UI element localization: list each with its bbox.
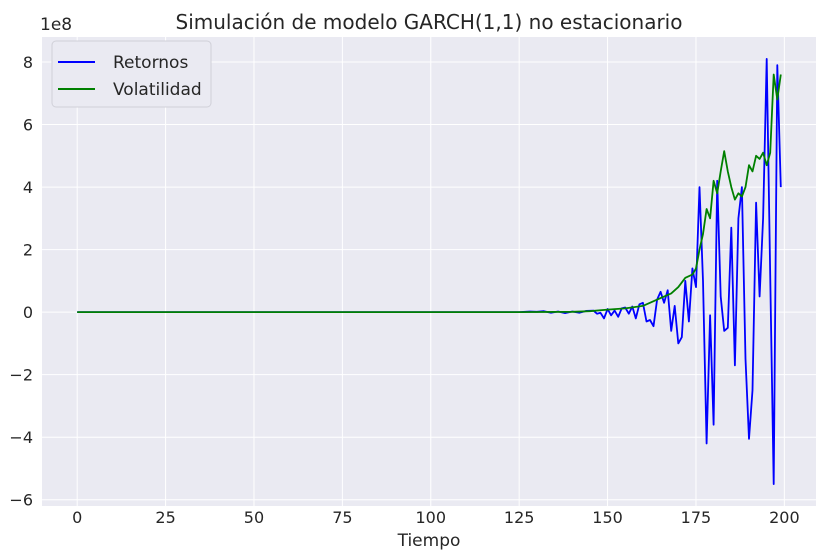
y-tick-label: 6	[23, 116, 33, 135]
series-lines	[77, 58, 782, 486]
y-scale-label: 1e8	[40, 15, 72, 35]
x-axis-label: Tiempo	[397, 531, 461, 551]
y-tick-labels: −6 −4 −2 0 2 4 6 8	[9, 53, 33, 510]
x-tick-label: 75	[332, 508, 352, 527]
plot-background	[42, 37, 816, 506]
y-tick-label: −4	[9, 428, 33, 447]
series-line-volatilidad	[77, 73, 782, 314]
y-tick-label: 0	[23, 303, 33, 322]
legend: Retornos Volatilidad	[51, 40, 212, 108]
x-tick-label: 200	[769, 508, 800, 527]
legend-label-volatilidad: Volatilidad	[113, 80, 202, 100]
x-tick-label: 0	[72, 508, 82, 527]
y-tick-label: 2	[23, 241, 33, 260]
y-tick-label: −2	[9, 366, 33, 385]
chart-title: Simulación de modelo GARCH(1,1) no estac…	[176, 10, 683, 34]
legend-label-retornos: Retornos	[113, 53, 188, 73]
x-tick-label: 50	[244, 508, 264, 527]
y-tick-label: 8	[23, 53, 33, 72]
x-tick-label: 25	[155, 508, 175, 527]
x-tick-labels: 0 25 50 75 100 125 150 175 200	[72, 508, 800, 527]
x-tick-label: 150	[592, 508, 623, 527]
y-tick-label: 4	[23, 178, 33, 197]
y-tick-label: −6	[9, 491, 33, 510]
x-tick-label: 175	[681, 508, 712, 527]
grid	[42, 37, 816, 506]
x-tick-label: 100	[415, 508, 446, 527]
x-tick-label: 125	[504, 508, 535, 527]
legend-box	[51, 40, 212, 108]
